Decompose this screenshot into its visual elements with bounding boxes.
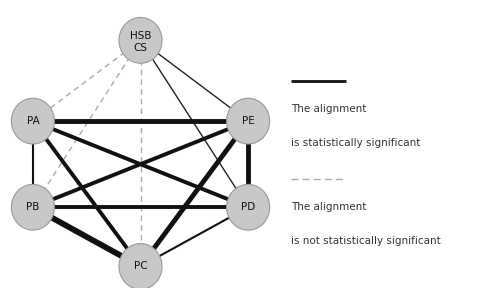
Text: PD: PD [241, 202, 256, 212]
Text: is not statistically significant: is not statistically significant [291, 236, 441, 246]
Text: The alignment: The alignment [291, 202, 366, 212]
Text: PE: PE [242, 116, 254, 126]
Text: HSB: HSB [130, 31, 152, 41]
Ellipse shape [119, 244, 162, 288]
Text: is statistically significant: is statistically significant [291, 138, 420, 148]
Text: PC: PC [134, 262, 147, 272]
Text: PB: PB [26, 202, 40, 212]
Text: The alignment: The alignment [291, 104, 366, 114]
Ellipse shape [226, 98, 270, 144]
Ellipse shape [226, 184, 270, 230]
Ellipse shape [12, 98, 54, 144]
Ellipse shape [119, 18, 162, 63]
Text: PA: PA [26, 116, 40, 126]
Ellipse shape [12, 184, 54, 230]
Text: CS: CS [134, 43, 147, 54]
